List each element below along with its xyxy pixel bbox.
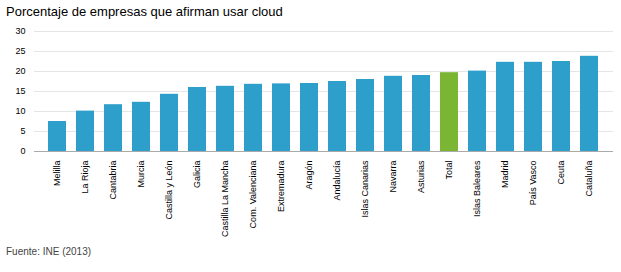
svg-text:Madrid: Madrid <box>500 161 510 189</box>
svg-text:25: 25 <box>15 46 25 56</box>
svg-text:Cantabria: Cantabria <box>108 161 118 200</box>
svg-text:0: 0 <box>20 146 25 156</box>
svg-text:20: 20 <box>15 66 25 76</box>
svg-text:10: 10 <box>15 106 25 116</box>
svg-text:Castilla y León: Castilla y León <box>164 161 174 220</box>
svg-text:15: 15 <box>15 86 25 96</box>
svg-text:Castilla La Mancha: Castilla La Mancha <box>220 161 230 238</box>
svg-text:Andalucía: Andalucía <box>332 161 342 201</box>
svg-text:País Vasco: País Vasco <box>528 161 538 206</box>
html-text:Porcentaje de empresas que afi: Porcentaje de empresas que afirman usar … <box>6 4 283 19</box>
html-text:Fuente: INE (2013): Fuente: INE (2013) <box>6 246 91 257</box>
svg-text:Murcia: Murcia <box>136 161 146 188</box>
svg-text:Extremadura: Extremadura <box>276 161 286 213</box>
svg-text:Asturias: Asturias <box>416 160 426 193</box>
svg-text:La Rioja: La Rioja <box>80 161 90 194</box>
svg-text:Melilla: Melilla <box>52 161 62 187</box>
svg-text:Com. Valenciana: Com. Valenciana <box>248 161 258 229</box>
svg-text:Navarra: Navarra <box>388 161 398 193</box>
svg-text:Cataluña: Cataluña <box>584 161 594 197</box>
svg-text:Islas Canarias: Islas Canarias <box>360 160 370 218</box>
svg-text:Total: Total <box>444 161 454 180</box>
svg-text:30: 30 <box>15 26 25 36</box>
svg-text:5: 5 <box>20 126 25 136</box>
svg-text:Galicia: Galicia <box>192 161 202 189</box>
svg-text:Islas Baleares: Islas Baleares <box>472 160 482 217</box>
svg-text:Ceuta: Ceuta <box>556 161 566 185</box>
svg-text:Aragón: Aragón <box>304 161 314 190</box>
